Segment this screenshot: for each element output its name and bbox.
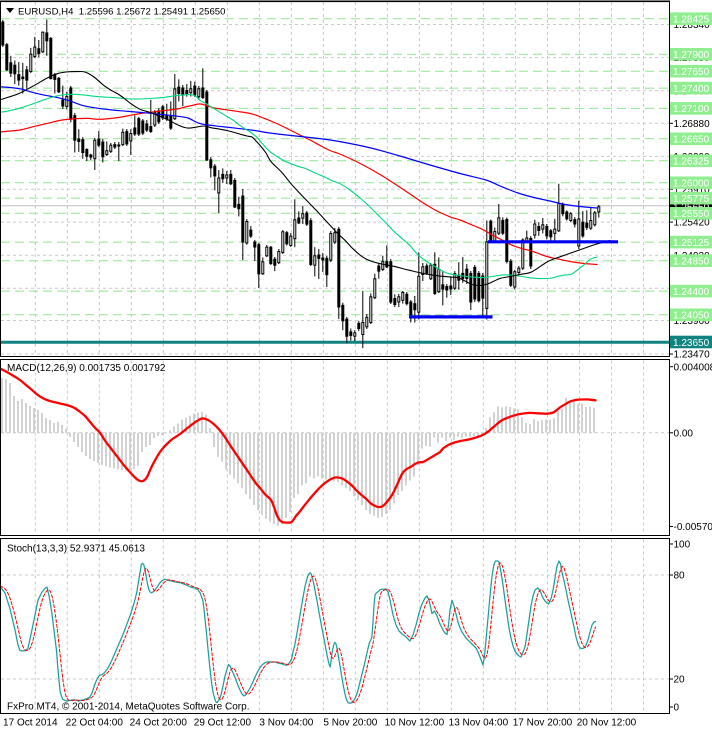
- svg-text:1.27650: 1.27650: [673, 67, 710, 78]
- svg-text:20: 20: [674, 675, 686, 686]
- svg-text:-0.005703: -0.005703: [674, 522, 712, 533]
- svg-text:1.26650: 1.26650: [673, 135, 710, 146]
- svg-text:1.28425: 1.28425: [673, 15, 710, 26]
- svg-text:1.25125: 1.25125: [673, 238, 710, 249]
- svg-text:1.26000: 1.26000: [673, 179, 710, 190]
- svg-text:1.27400: 1.27400: [673, 84, 710, 95]
- svg-text:0.00: 0.00: [674, 428, 694, 439]
- svg-text:24 Oct 20:00: 24 Oct 20:00: [130, 718, 188, 729]
- svg-text:1.27100: 1.27100: [673, 104, 710, 115]
- svg-text:80: 80: [674, 571, 686, 582]
- svg-text:1.23470: 1.23470: [674, 350, 711, 361]
- svg-text:Stoch(13,3,3) 52.9371 45.0613: Stoch(13,3,3) 52.9371 45.0613: [7, 544, 145, 555]
- svg-text:1.23650: 1.23650: [673, 338, 710, 349]
- svg-text:1.24850: 1.24850: [673, 257, 710, 268]
- svg-text:FxPro MT4, © 2001-2014, MetaQu: FxPro MT4, © 2001-2014, MetaQuotes Softw…: [7, 702, 249, 713]
- svg-text:5 Nov 20:00: 5 Nov 20:00: [323, 718, 377, 729]
- svg-text:13 Nov 04:00: 13 Nov 04:00: [449, 718, 509, 729]
- svg-text:MACD(12,26,9) 0.001735 0.00179: MACD(12,26,9) 0.001735 0.001792: [7, 363, 166, 374]
- svg-text:1.26880: 1.26880: [674, 119, 711, 130]
- svg-text:17 Nov 20:00: 17 Nov 20:00: [513, 718, 573, 729]
- svg-text:3 Nov 04:00: 3 Nov 04:00: [259, 718, 313, 729]
- svg-text:1.26325: 1.26325: [673, 157, 710, 168]
- svg-text:EURUSD,H4 1.25596 1.25672 1.2: EURUSD,H4 1.25596 1.25672 1.25491 1.2565…: [18, 6, 225, 17]
- svg-text:1.27900: 1.27900: [673, 50, 710, 61]
- svg-text:1.25550: 1.25550: [673, 209, 710, 220]
- svg-text:1.24050: 1.24050: [673, 311, 710, 322]
- svg-text:0.004008: 0.004008: [674, 362, 712, 373]
- svg-text:29 Oct 12:00: 29 Oct 12:00: [194, 718, 252, 729]
- svg-text:17 Oct 2014: 17 Oct 2014: [3, 718, 58, 729]
- svg-text:0: 0: [674, 703, 680, 714]
- svg-text:22 Oct 04:00: 22 Oct 04:00: [66, 718, 124, 729]
- svg-text:1.25775: 1.25775: [673, 194, 710, 205]
- svg-text:20 Nov 12:00: 20 Nov 12:00: [577, 718, 637, 729]
- svg-text:100: 100: [674, 540, 691, 551]
- svg-text:1.24400: 1.24400: [673, 287, 710, 298]
- svg-text:10 Nov 12:00: 10 Nov 12:00: [385, 718, 445, 729]
